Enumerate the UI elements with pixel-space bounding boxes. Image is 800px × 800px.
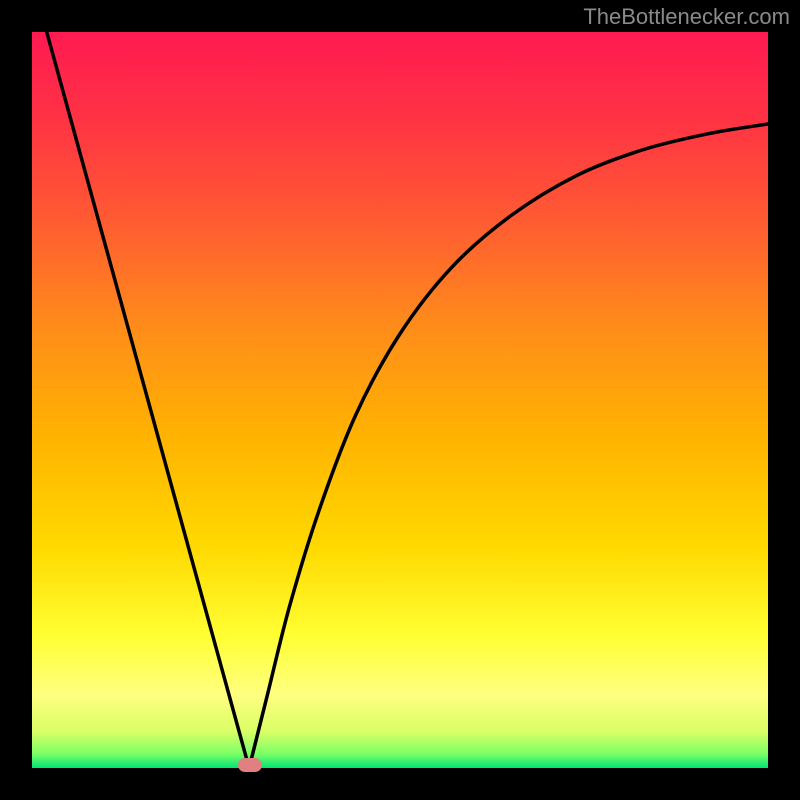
watermark-text: TheBottlenecker.com [583,4,790,30]
minimum-marker [238,758,262,772]
chart-container: TheBottlenecker.com [0,0,800,800]
plot-area [32,32,768,768]
